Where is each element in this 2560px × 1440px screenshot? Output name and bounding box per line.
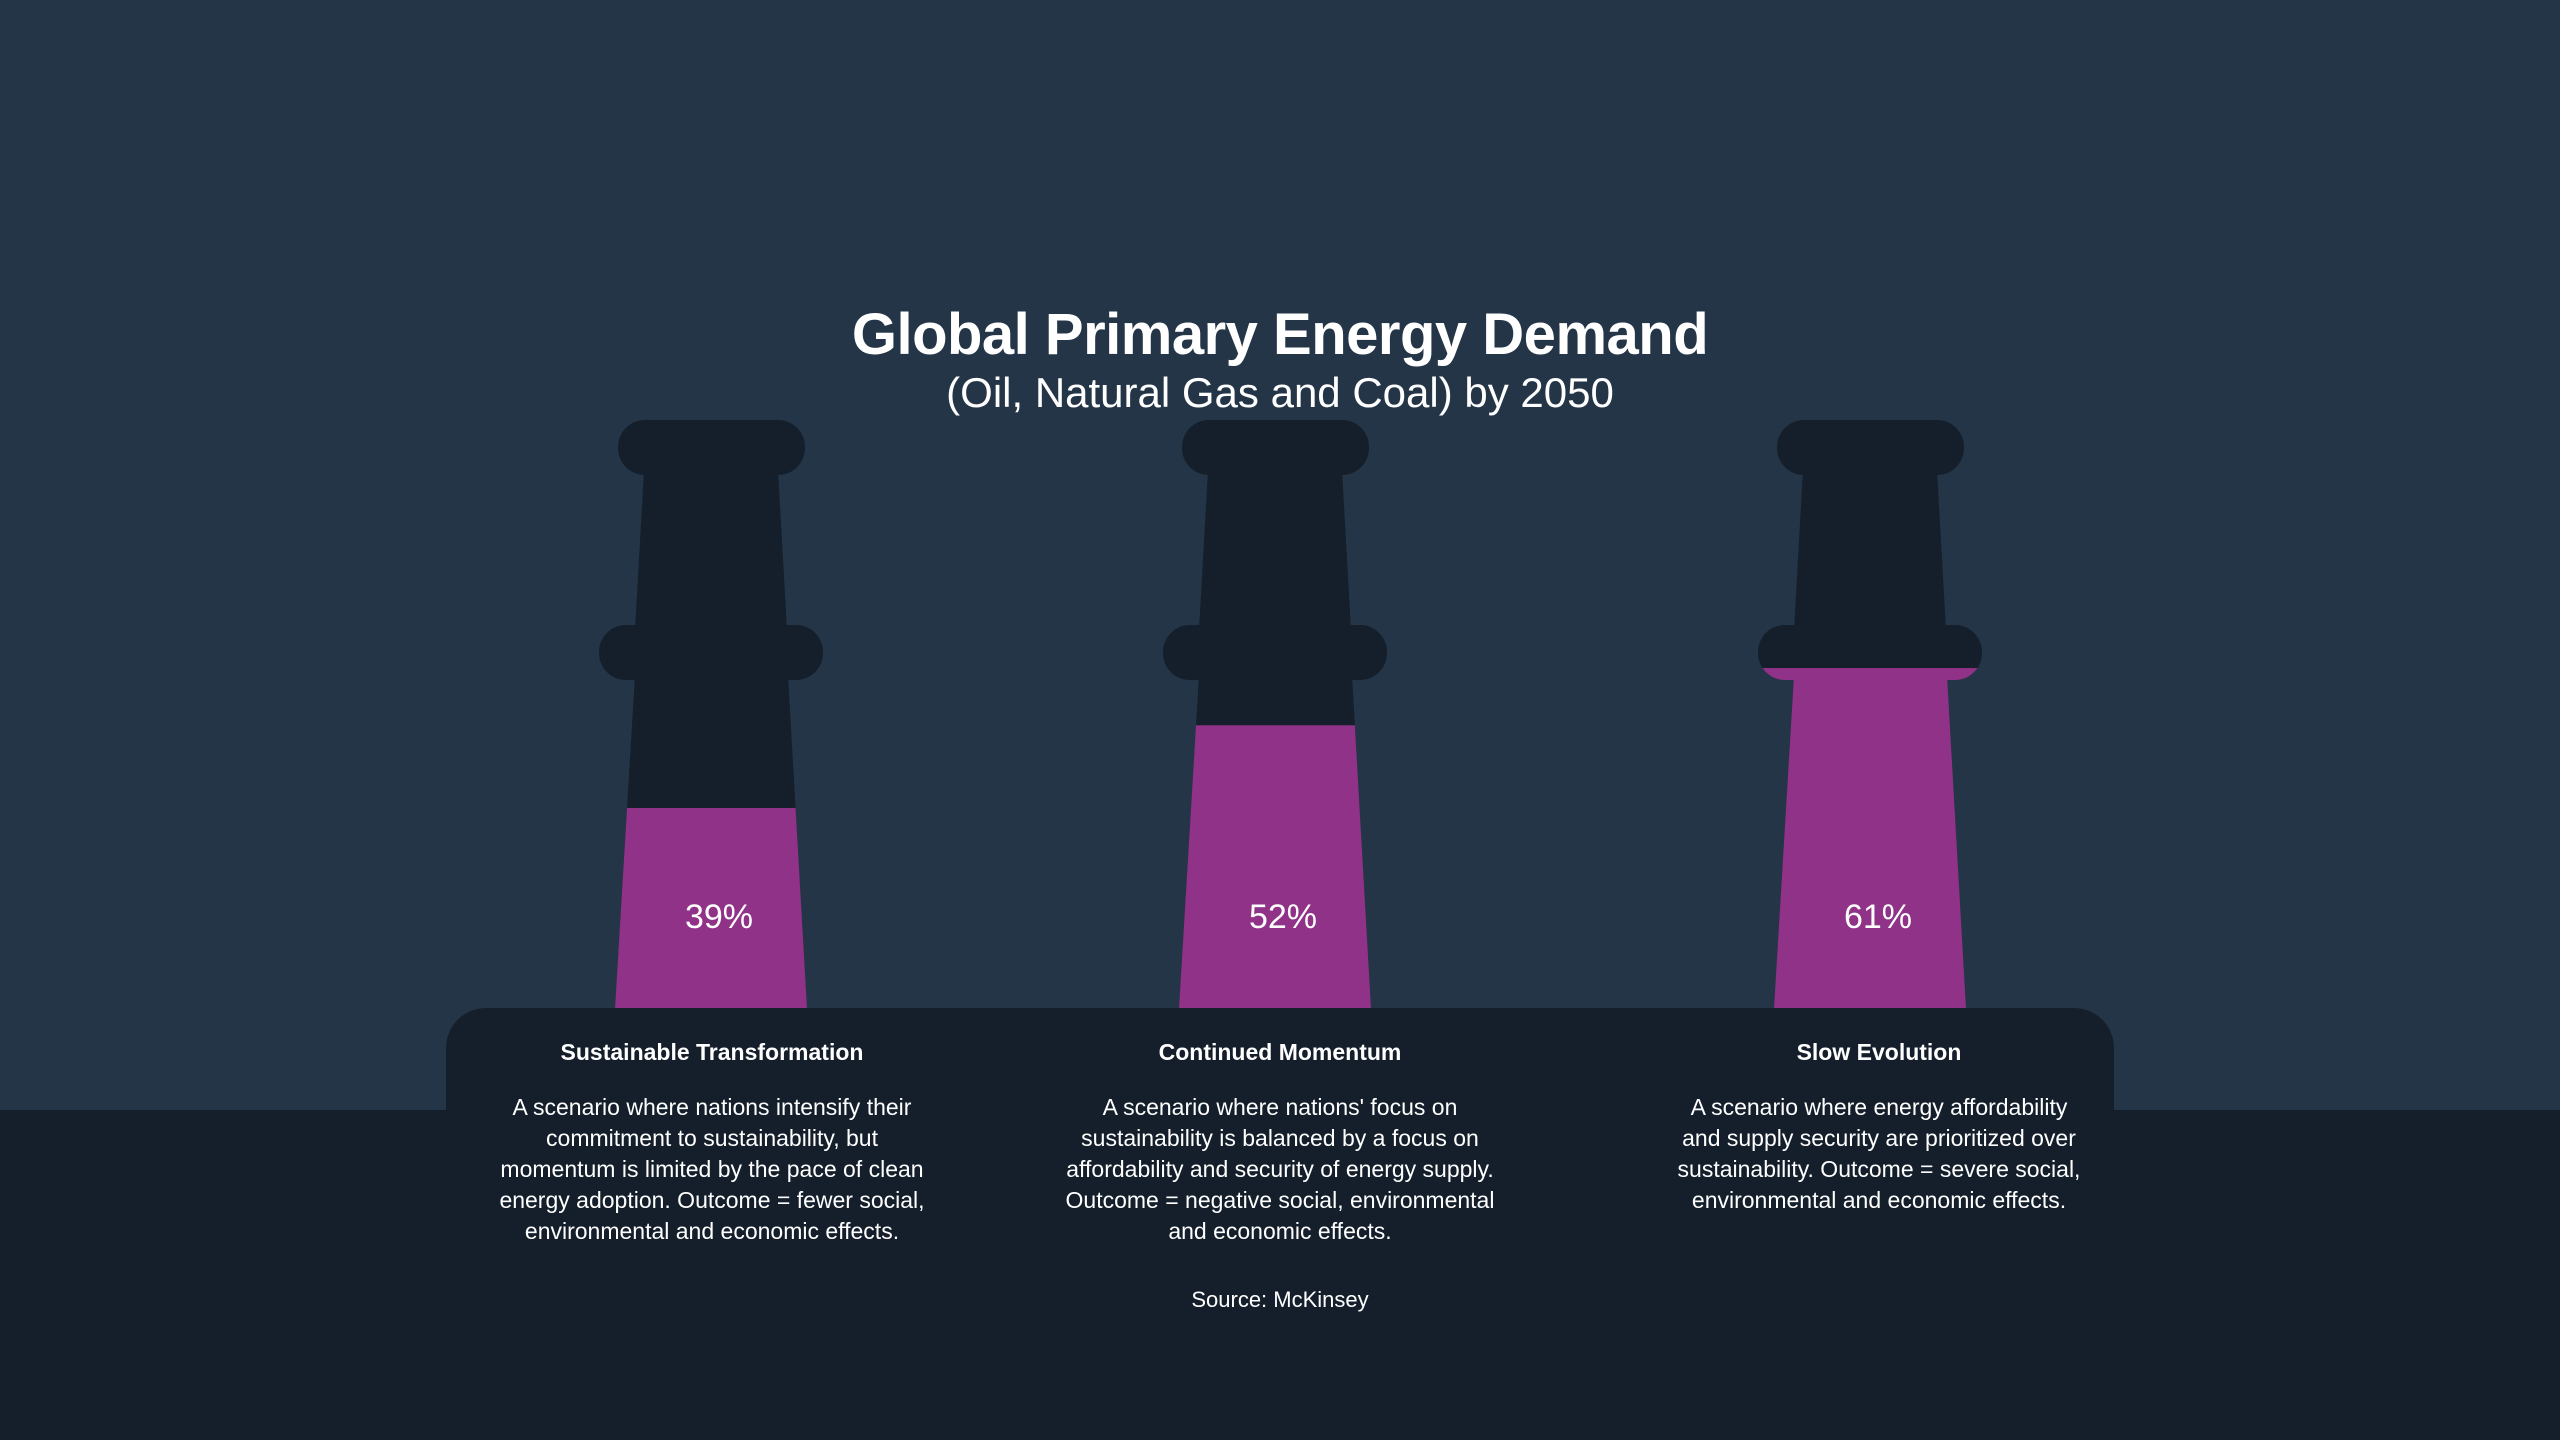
chimney-body bbox=[618, 420, 805, 475]
scenario-heading: Continued Momentum bbox=[1158, 1039, 1402, 1065]
chimney-body bbox=[1758, 625, 1982, 680]
scenario-card bbox=[446, 1008, 2114, 1208]
scenario-description: A scenario where nations intensify their… bbox=[462, 1092, 962, 1247]
description-line: A scenario where energy affordability bbox=[1690, 1094, 2068, 1120]
scenario-slow-evolution: Slow Evolution A scenario where energy a… bbox=[1629, 1036, 2129, 1216]
scenario-heading: Sustainable Transformation bbox=[560, 1039, 864, 1065]
chart-title: Global Primary Energy Demand bbox=[851, 301, 1709, 367]
fill-bar bbox=[1758, 668, 1982, 1008]
description-line: Outcome = negative social, environmental bbox=[1065, 1187, 1495, 1213]
description-line: and supply security are prioritized over bbox=[1682, 1125, 2076, 1151]
data-label: 39% bbox=[685, 898, 753, 936]
data-label: 61% bbox=[1844, 898, 1912, 936]
chimney-body bbox=[1794, 470, 1946, 630]
chart-subtitle: (Oil, Natural Gas and Coal) by 2050 bbox=[946, 368, 1614, 416]
fill-bar bbox=[599, 807, 823, 1008]
chimney-body bbox=[599, 625, 823, 680]
chimney-body bbox=[1182, 420, 1369, 475]
scenario-description: A scenario where nations' focus on sustai… bbox=[1030, 1092, 1530, 1247]
description-line: sustainability is balanced by a focus on bbox=[1081, 1125, 1479, 1151]
chimney-body bbox=[635, 470, 787, 630]
description-line: sustainability. Outcome = severe social, bbox=[1677, 1156, 2081, 1182]
chimney-body bbox=[1199, 470, 1351, 630]
scenario-continued-momentum: Continued Momentum A scenario where nati… bbox=[1030, 1036, 1530, 1247]
chimney-1: 39% bbox=[599, 420, 823, 1008]
description-line: commitment to sustainability, but bbox=[546, 1125, 878, 1151]
scenario-description: A scenario where energy affordability and… bbox=[1629, 1092, 2129, 1216]
chimney-body bbox=[1777, 420, 1964, 475]
data-label: 52% bbox=[1249, 898, 1317, 936]
description-line: energy adoption. Outcome = fewer social, bbox=[499, 1187, 925, 1213]
description-line: A scenario where nations' focus on bbox=[1102, 1094, 1458, 1120]
scenario-heading: Slow Evolution bbox=[1796, 1039, 1962, 1065]
scenario-sustainable-transformation: Sustainable Transformation A scenario wh… bbox=[462, 1036, 962, 1247]
fill-bar bbox=[1163, 725, 1387, 1008]
description-line: environmental and economic effects. bbox=[1691, 1187, 2067, 1213]
description-line: environmental and economic effects. bbox=[524, 1218, 900, 1244]
description-line: A scenario where nations intensify their bbox=[512, 1094, 912, 1120]
description-line: and economic effects. bbox=[1168, 1218, 1392, 1244]
chimney-body bbox=[1163, 625, 1387, 680]
chimney-3: 61% bbox=[1758, 420, 1982, 1008]
source-note: Source: McKinsey bbox=[1191, 1287, 1369, 1312]
chimney-2: 52% bbox=[1163, 420, 1387, 1008]
description-line: momentum is limited by the pace of clean bbox=[500, 1156, 924, 1182]
description-line: affordability and security of energy sup… bbox=[1066, 1156, 1494, 1182]
